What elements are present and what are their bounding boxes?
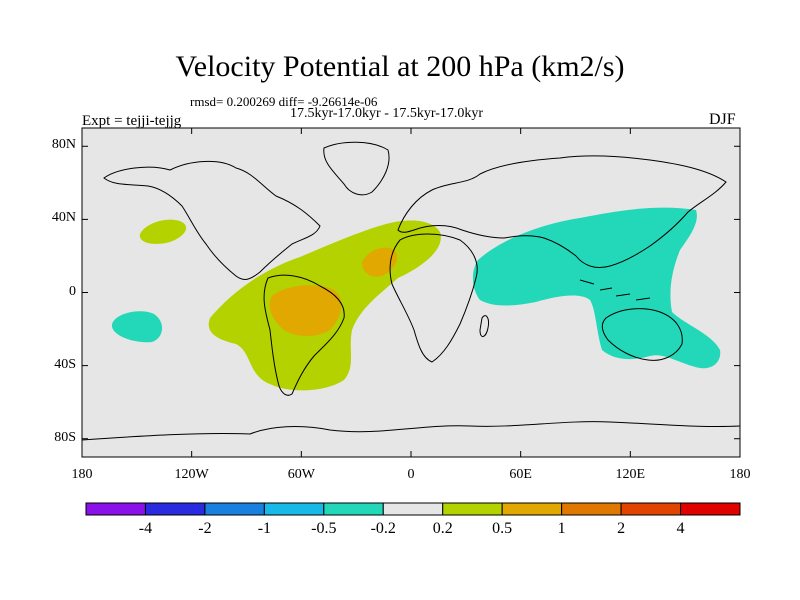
coastline-greenland [323,141,390,196]
colorbar-label: 0.2 [432,520,453,537]
coastlines [81,141,741,441]
colorbar-swatch [382,502,444,516]
contour-region-south-america-max [269,285,342,336]
colorbar-label: -2 [198,520,212,537]
x-tick-label: 180 [71,467,93,482]
colorbar-label: 0.5 [492,520,513,537]
x-tick-label: 60W [287,467,315,482]
plot-title: Velocity Potential at 200 hPa (km2/s) [175,50,625,83]
coastline-south-america [263,274,345,396]
coastline-indonesia [579,279,651,301]
colorbar-swatch [323,502,384,516]
y-tick-label: 80S [54,429,76,445]
coastline-antarctica [81,421,741,441]
y-tick-label: 0 [69,283,76,299]
colorbar-swatch [620,502,682,516]
experiment-label: Expt = tejji-tejjg [82,113,182,129]
x-tick-label: 60E [509,467,532,482]
contour-region-north-africa-max [362,247,398,277]
map-panel [81,127,741,458]
x-tick-label: 120E [615,467,646,482]
colorbar-swatch [144,502,206,516]
coastline-africa [389,233,478,363]
colorbar-swatch [501,502,563,516]
contour-region-pacific-small-positive [139,219,187,244]
y-ticks [82,145,740,440]
y-tick-label: 40N [51,210,76,226]
x-tick-label: 0 [407,467,415,482]
coastline-madagascar [479,315,489,337]
colorbar-swatch [561,502,622,516]
colorbar-swatch [204,502,265,516]
colorbar-swatch [680,502,741,516]
colorbar-label: -0.5 [311,520,337,537]
colorbar-swatch [263,502,325,516]
y-tick-label: 40S [54,356,76,372]
contour-fills [111,207,721,391]
coastline-north-america [103,160,321,280]
coastline-australia [601,308,683,361]
x-tick-label: 180 [729,467,751,482]
colorbar-label: 1 [557,520,566,537]
plot-subtitle: 17.5kyr-17.0kyr - 17.5kyr-17.0kyr [290,106,484,121]
season-label: DJF [709,111,736,128]
colorbar-label: -1 [257,520,272,537]
contour-region-indo-pacific-negative [472,207,721,369]
x-ticks [81,128,741,457]
colorbar-label: 4 [676,520,685,537]
stats-line: rmsd= 0.200269 diff= -9.26614e-06 [190,94,378,109]
contour-region-south-pacific-negative [111,311,163,343]
colorbar-label: -0.2 [370,520,396,537]
colorbar [85,502,741,516]
coastline-eurasia [397,155,727,269]
colorbar-swatch [85,502,146,516]
x-tick-label: 120W [174,467,209,482]
colorbar-label: 2 [617,520,626,537]
y-tick-label: 80N [51,137,76,153]
colorbar-swatch [442,502,503,516]
colorbar-label: -4 [138,520,153,537]
